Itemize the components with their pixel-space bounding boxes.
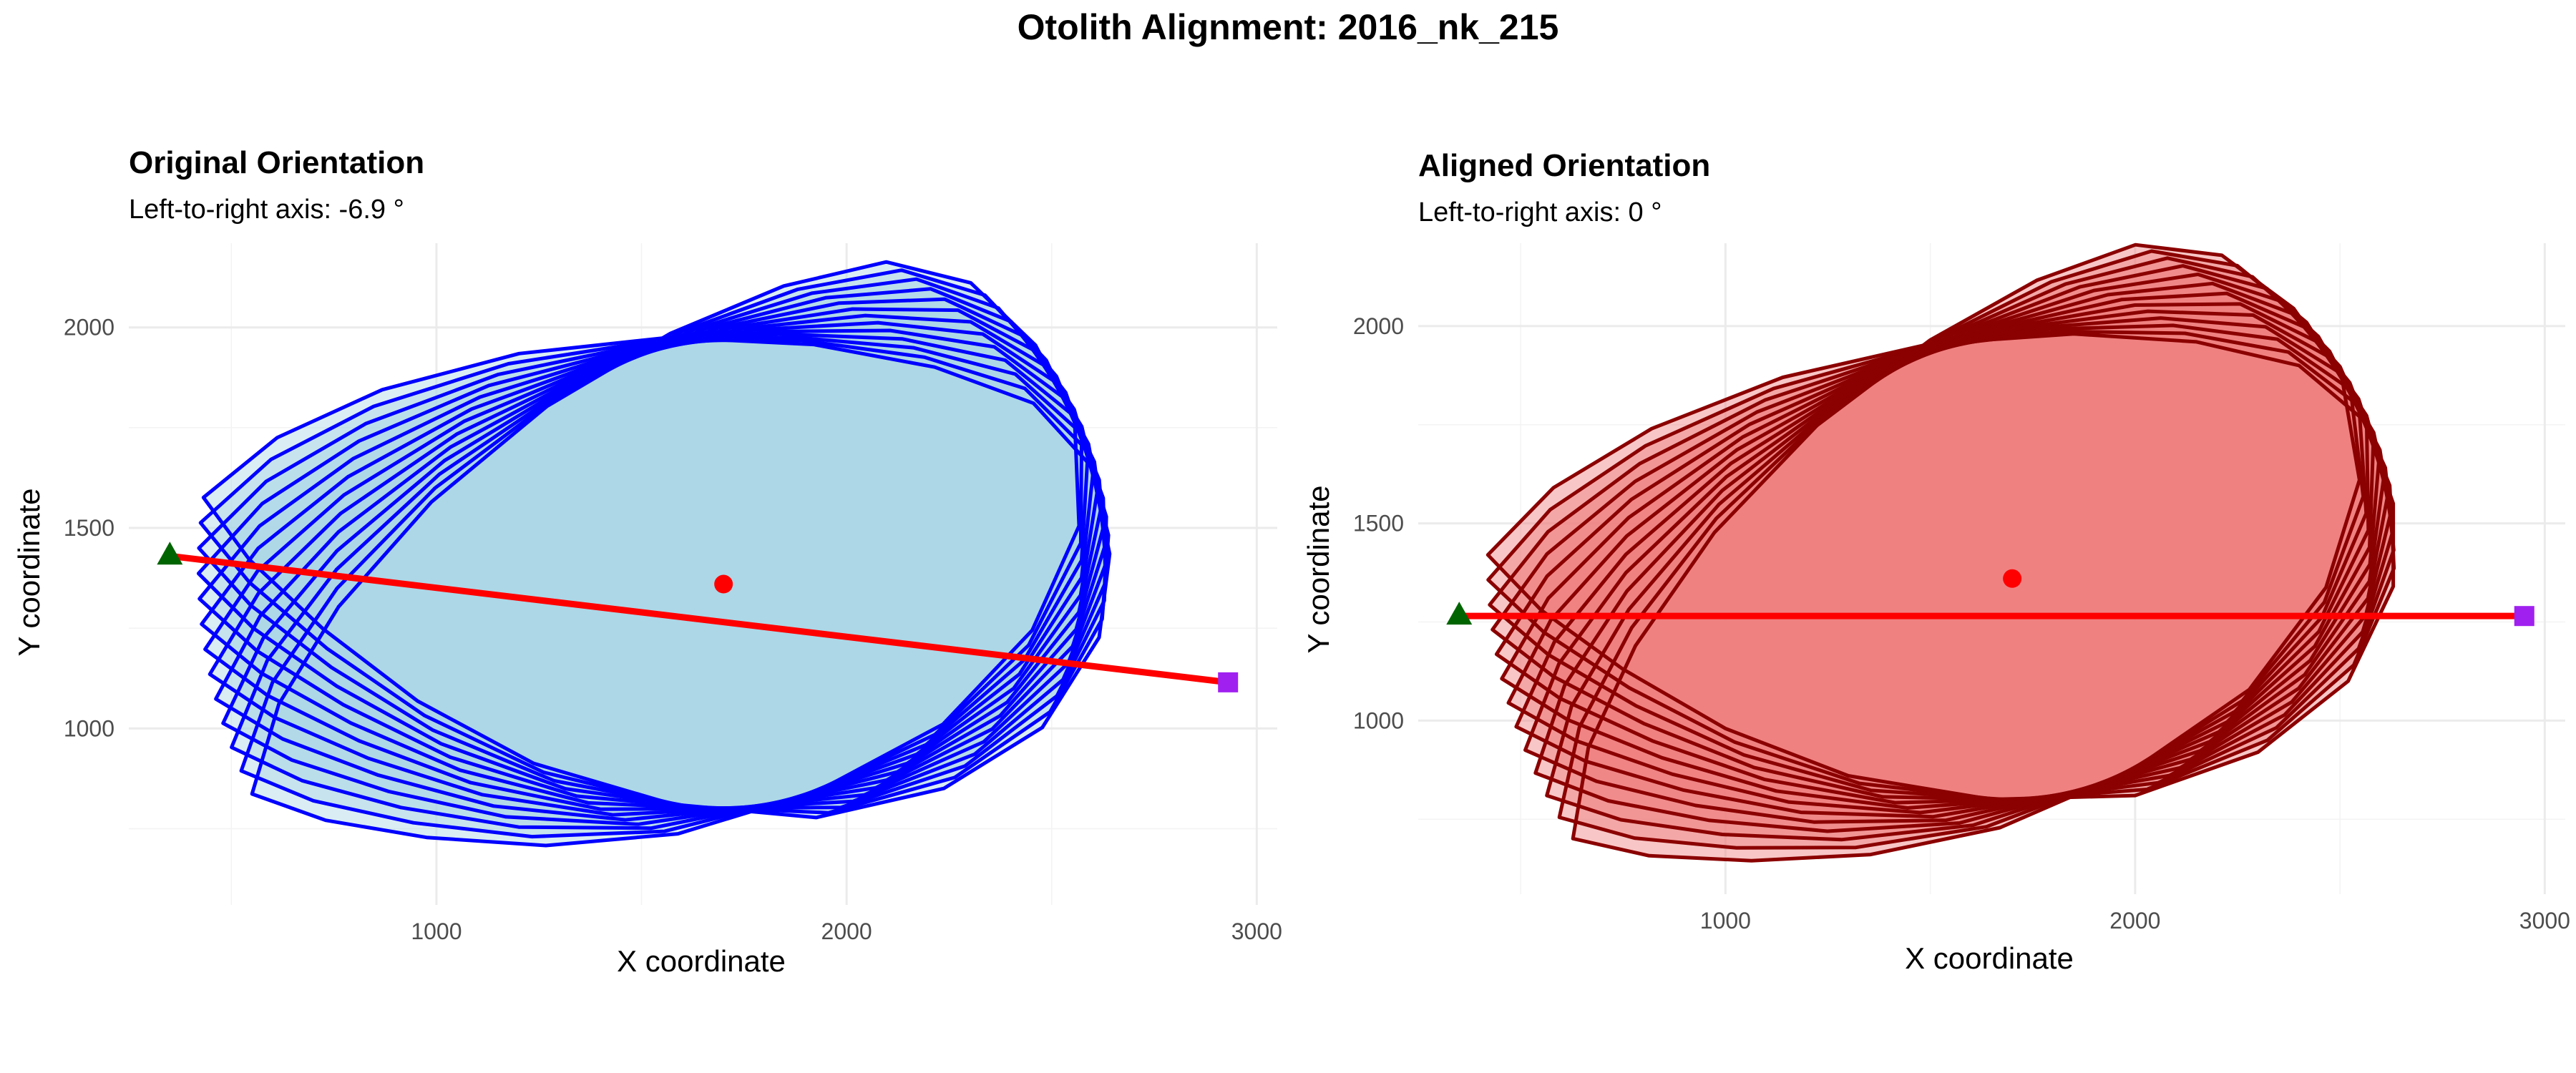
marks	[1446, 569, 2534, 627]
outline-fill	[1492, 318, 2393, 800]
outline-fill	[1559, 251, 2363, 848]
outline-fill	[1546, 258, 2366, 840]
x-tick-label: 2000	[2109, 908, 2160, 934]
outline-fill	[1573, 245, 2360, 861]
outline-fill	[200, 340, 1109, 813]
x-tick-label: 3000	[1231, 918, 1282, 944]
y-tick-label: 1500	[64, 515, 114, 541]
outline-fill	[231, 279, 1088, 828]
left-point-marker	[157, 542, 183, 565]
outlines	[1485, 242, 2396, 863]
right-point-marker	[2514, 606, 2534, 627]
y-axis-label: Y coordinate	[1302, 485, 1335, 653]
centroid-point	[2003, 569, 2022, 588]
y-tick-label: 2000	[64, 315, 114, 340]
grid	[129, 243, 1277, 905]
outline-fill	[215, 299, 1098, 820]
y-tick-label: 1000	[64, 715, 114, 741]
panel-aligned: Aligned Orientation Left-to-right axis: …	[1302, 148, 2570, 975]
panel-original: Original Orientation Left-to-right axis:…	[12, 145, 1282, 978]
y-tick-label: 1000	[1353, 707, 1404, 733]
y-tick-label: 2000	[1353, 313, 1404, 339]
outline	[1571, 242, 2361, 863]
outline-fill	[205, 315, 1104, 810]
panel-subtitle: Left-to-right axis: 0 °	[1418, 197, 1662, 227]
figure-title: Otolith Alignment: 2016_nk_215	[1018, 7, 1559, 47]
x-tick-label: 2000	[821, 918, 872, 944]
outline	[250, 260, 1081, 848]
panel-title: Aligned Orientation	[1418, 148, 1710, 183]
x-axis-label: X coordinate	[617, 944, 786, 978]
right-point-marker	[1218, 672, 1239, 692]
outline-fill	[223, 288, 1093, 825]
outline-fill	[1508, 293, 2384, 813]
y-tick-label: 1500	[1353, 511, 1404, 536]
outline-fill	[1525, 274, 2373, 823]
outline-fill	[210, 309, 1101, 815]
centroid-point	[714, 574, 733, 594]
outline-fill	[241, 270, 1082, 837]
ticks: 1000 2000 3000 1000 1500 2000	[64, 315, 1282, 944]
x-tick-label: 1000	[1700, 908, 1751, 934]
outline-fill	[1501, 303, 2388, 808]
outline-fill	[1496, 311, 2391, 803]
outline-fill	[198, 333, 1106, 810]
marks	[157, 542, 1239, 692]
panel-title: Original Orientation	[129, 145, 424, 180]
axis-line	[166, 552, 1231, 686]
outlines	[196, 260, 1112, 848]
x-tick-label: 3000	[2519, 908, 2570, 934]
outline-fill	[199, 330, 1106, 810]
panel-subtitle: Left-to-right axis: -6.9 °	[129, 195, 404, 225]
outline-fill	[203, 337, 1110, 818]
x-axis-label: X coordinate	[1905, 941, 2074, 975]
ticks: 1000 2000 3000 1000 1500 2000	[1353, 313, 2570, 934]
outline-fill	[1516, 283, 2379, 817]
left-point-marker	[1446, 602, 1473, 625]
y-axis-label: Y coordinate	[12, 488, 46, 656]
x-tick-label: 1000	[411, 918, 462, 944]
outline-fill	[1488, 333, 2394, 800]
outline-fill	[252, 262, 1080, 846]
outline-fill	[1535, 265, 2368, 832]
